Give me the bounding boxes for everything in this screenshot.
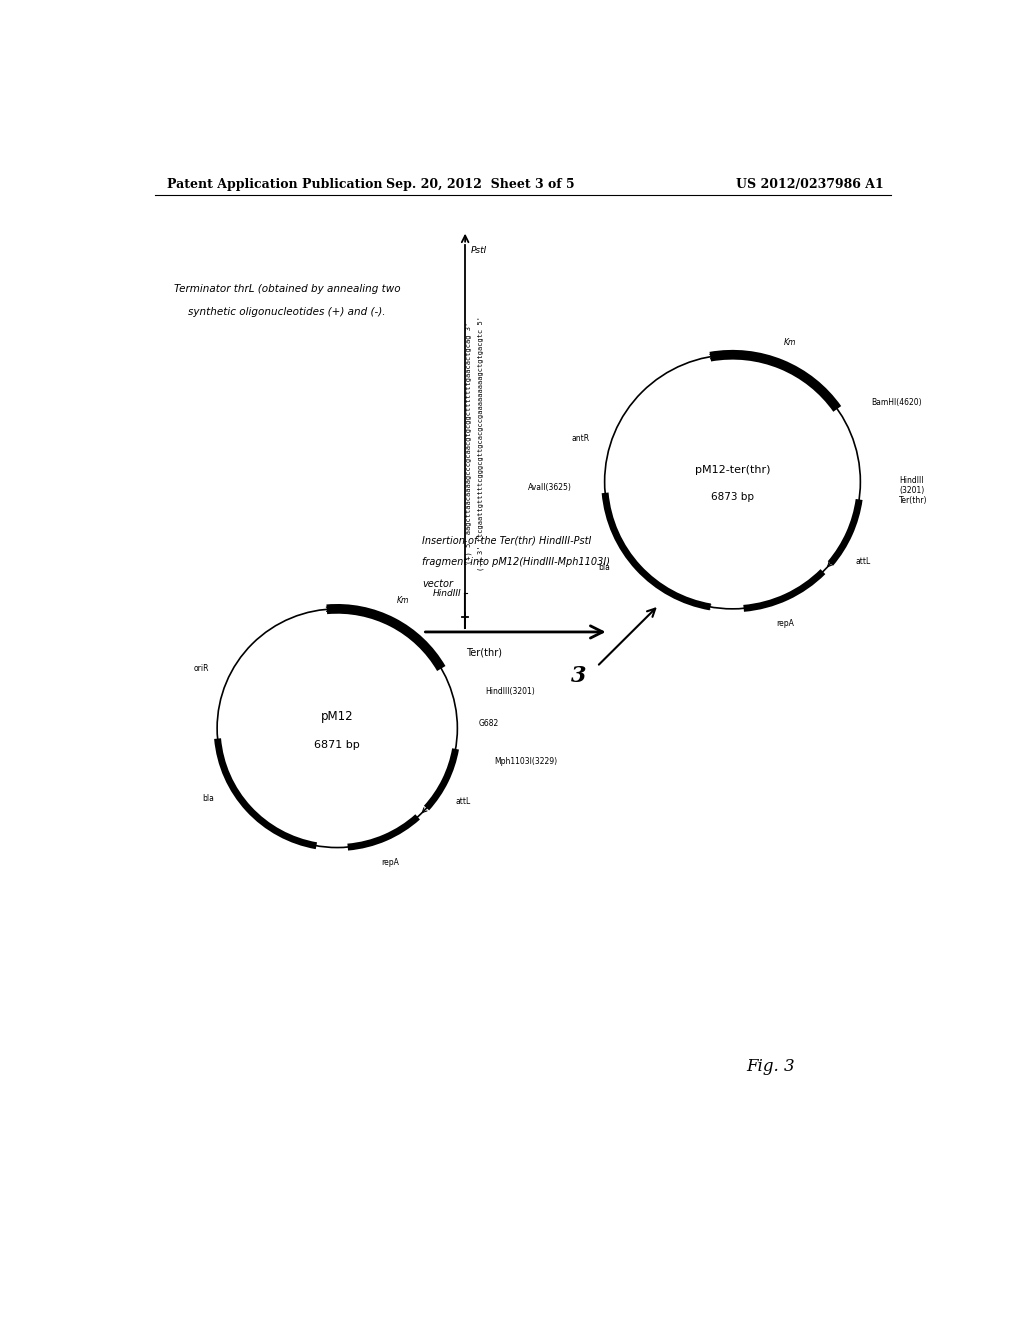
Text: BamHI(4620): BamHI(4620) — [871, 397, 922, 407]
Text: HindIII(3201): HindIII(3201) — [485, 686, 536, 696]
Text: attL: attL — [856, 557, 871, 566]
Text: Km: Km — [783, 338, 796, 347]
Text: Patent Application Publication: Patent Application Publication — [167, 178, 382, 190]
Text: oriR: oriR — [194, 664, 209, 673]
Text: 6871 bp: 6871 bp — [314, 741, 360, 750]
Text: (-) 3' ttcgaattgtttttcgggcgttgcacgccgaaaaaaaaagctgtgacgtc 5': (-) 3' ttcgaattgtttttcgggcgttgcacgccgaaa… — [477, 315, 484, 570]
Text: Ter(thr): Ter(thr) — [467, 647, 503, 657]
Text: bla: bla — [598, 562, 610, 572]
Text: vector: vector — [423, 579, 454, 589]
Text: Mph1103I(3229): Mph1103I(3229) — [495, 756, 557, 766]
Text: HindIII: HindIII — [432, 589, 461, 598]
Text: 6873 bp: 6873 bp — [711, 492, 754, 502]
Text: Km: Km — [397, 597, 410, 605]
Text: (+) 5' aagcttaacaaaagcccgcaacgtgcggctttttttgaacactgcag 3': (+) 5' aagcttaacaaaagcccgcaacgtgcggctttt… — [466, 322, 472, 565]
Text: PstI: PstI — [471, 247, 486, 255]
Text: fragment into pM12(HindIII-Mph1103I): fragment into pM12(HindIII-Mph1103I) — [423, 557, 610, 568]
Text: repA: repA — [776, 619, 794, 628]
Text: HindIII
(3201)
Ter(thr): HindIII (3201) Ter(thr) — [899, 475, 928, 506]
Text: attL: attL — [456, 797, 471, 807]
Text: Terminator thrL (obtained by annealing two: Terminator thrL (obtained by annealing t… — [173, 284, 400, 294]
Text: pM12-ter(thr): pM12-ter(thr) — [694, 465, 770, 475]
Text: pM12: pM12 — [321, 710, 353, 723]
Text: Fig. 3: Fig. 3 — [745, 1057, 795, 1074]
Text: bla: bla — [203, 795, 214, 803]
Text: synthetic oligonucleotides (+) and (-).: synthetic oligonucleotides (+) and (-). — [188, 308, 386, 317]
Text: AvaII(3625): AvaII(3625) — [528, 483, 572, 492]
Text: Insertion of the Ter(thr) HindIII-PstI: Insertion of the Ter(thr) HindIII-PstI — [423, 536, 592, 545]
Text: repA: repA — [381, 858, 399, 867]
Text: Sep. 20, 2012  Sheet 3 of 5: Sep. 20, 2012 Sheet 3 of 5 — [386, 178, 574, 190]
Text: 3: 3 — [571, 665, 587, 686]
Text: antR: antR — [571, 434, 590, 442]
Text: US 2012/0237986 A1: US 2012/0237986 A1 — [736, 178, 884, 190]
Text: G682: G682 — [479, 719, 500, 727]
